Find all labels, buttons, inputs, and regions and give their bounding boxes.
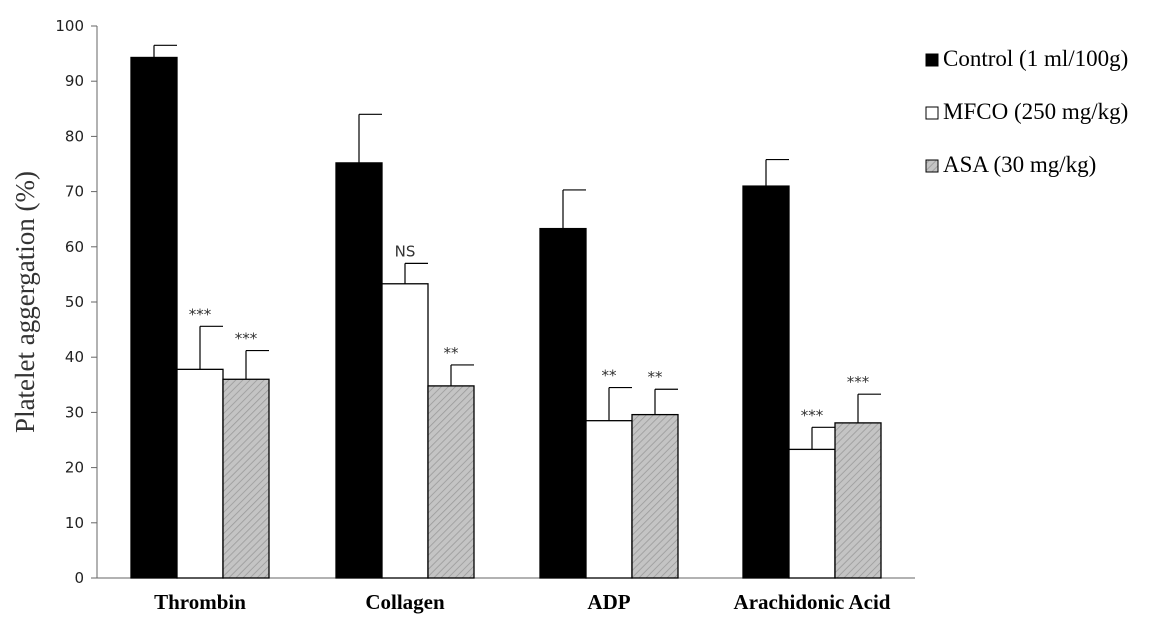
bar-thrombin-mfco-250-mg-kg [176, 368, 224, 579]
y-tick-label-90: 90 [65, 72, 84, 90]
y-tick-label-20: 20 [65, 459, 84, 477]
y-tick-label-100: 100 [55, 17, 84, 35]
legend-swatch-asa-30-mg-kg [925, 159, 939, 173]
bar-adp-asa-30-mg-kg-significance-label: ** [648, 368, 664, 386]
y-tick-label-10: 10 [65, 514, 84, 532]
y-axis-title: Platelet aggergation (%) [10, 171, 40, 433]
legend-label-asa-30-mg-kg: ASA (30 mg/kg) [943, 152, 1096, 177]
y-tick-label-30: 30 [65, 403, 84, 421]
x-category-label-arachidonic-acid: Arachidonic Acid [734, 590, 891, 614]
bars [130, 44, 882, 579]
legend: Control (1 ml/100g) MFCO (250 mg/kg) ASA (… [925, 46, 1128, 177]
bar-adp-mfco-250-mg-kg [585, 420, 633, 579]
legend-label-control-1-ml-100g: Control (1 ml/100g) [943, 46, 1128, 71]
x-category-label-thrombin: Thrombin [154, 590, 246, 614]
bar-arachidonic-acid-mfco-250-mg-kg [788, 448, 836, 579]
labels: 0 10 20 30 40 50 60 70 80 90 100 Platelet aggergati… [10, 17, 891, 614]
bar-adp-mfco-250-mg-kg-significance-label: ** [602, 367, 618, 385]
legend-swatch-mfco-250-mg-kg [925, 106, 939, 120]
bar-collagen-mfco-250-mg-kg [381, 283, 429, 579]
bar-arachidonic-acid-control-1-ml-100g [742, 185, 790, 579]
y-tick-label-70: 70 [65, 183, 84, 201]
bar-collagen-asa-30-mg-kg-significance-label: ** [444, 344, 460, 362]
bar-arachidonic-acid-asa-30-mg-kg [834, 422, 882, 579]
bar-thrombin-mfco-250-mg-kg-significance-label: *** [189, 305, 212, 323]
bar-adp-control-1-ml-100g [539, 227, 587, 579]
bar-adp-asa-30-mg-kg [631, 413, 679, 579]
x-category-label-adp: ADP [587, 590, 630, 614]
y-tick-label-0: 0 [74, 569, 84, 587]
bar-collagen-asa-30-mg-kg [427, 385, 475, 579]
bar-collagen-mfco-250-mg-kg-significance-label: NS [395, 242, 416, 260]
bar-collagen-control-1-ml-100g [335, 162, 383, 579]
x-category-label-collagen: Collagen [365, 590, 445, 614]
bar-thrombin-control-1-ml-100g [130, 56, 178, 579]
y-tick-label-60: 60 [65, 238, 84, 256]
y-tick-label-40: 40 [65, 348, 84, 366]
bar-thrombin-asa-30-mg-kg-significance-label: *** [235, 330, 258, 348]
bar-arachidonic-acid-asa-30-mg-kg-significance-label: *** [847, 373, 870, 391]
legend-label-mfco-250-mg-kg: MFCO (250 mg/kg) [943, 99, 1128, 124]
y-tick-label-80: 80 [65, 127, 84, 145]
bar-arachidonic-acid-mfco-250-mg-kg-significance-label: *** [801, 406, 824, 424]
y-tick-label-50: 50 [65, 293, 84, 311]
legend-swatch-control-1-ml-100g [925, 53, 939, 67]
bar-thrombin-asa-30-mg-kg [222, 378, 270, 579]
